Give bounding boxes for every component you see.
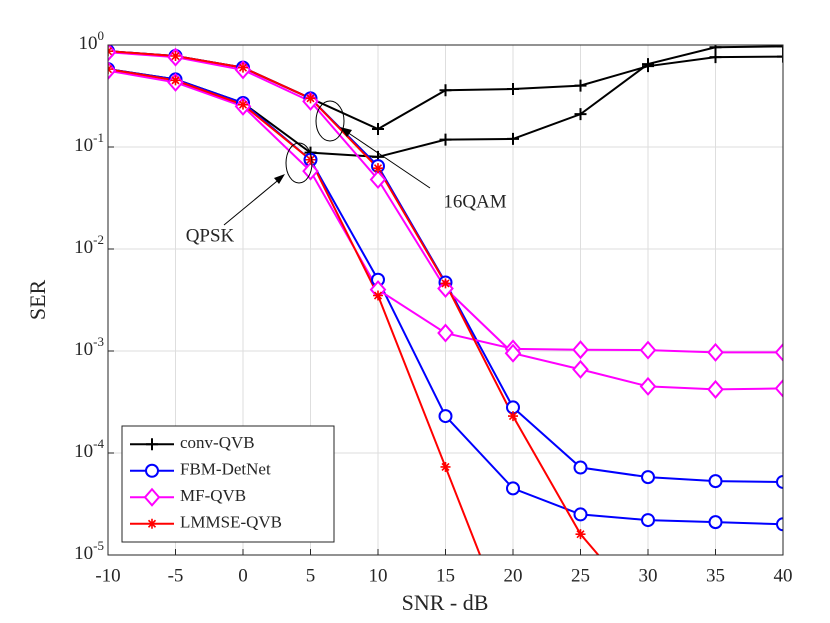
marker (147, 518, 157, 529)
x-tick-label: 35 (706, 565, 725, 586)
marker (305, 93, 316, 104)
marker (574, 79, 587, 92)
qpsk-arrow-head (274, 174, 285, 184)
marker (508, 411, 518, 422)
16qam-arrow-head (340, 127, 352, 137)
y-tick-label: 10-1 (74, 130, 104, 156)
x-tick-label: 10 (369, 565, 388, 586)
marker (575, 529, 586, 540)
marker (642, 60, 654, 73)
legend-label: LMMSE-QVB (180, 513, 282, 532)
marker (709, 51, 722, 64)
marker (439, 133, 452, 146)
16qam-arrow (343, 129, 431, 189)
marker (777, 50, 783, 63)
marker (373, 290, 383, 301)
marker (707, 342, 724, 362)
marker (776, 517, 783, 532)
marker (440, 278, 451, 289)
x-tick-label: 30 (639, 565, 658, 586)
x-axis-label: SNR - dB (402, 590, 489, 615)
legend-label: conv-QVB (180, 433, 255, 452)
marker (146, 438, 158, 451)
x-tick-label: 15 (436, 565, 455, 586)
marker (170, 75, 181, 86)
marker (639, 376, 657, 396)
marker (373, 163, 383, 174)
legend-label: FBM-DetNet (180, 460, 271, 479)
legend-label: MF-QVB (180, 486, 246, 505)
x-tick-label: 25 (571, 565, 590, 586)
marker (573, 460, 588, 475)
x-tick-label: 40 (774, 565, 793, 586)
marker (238, 62, 248, 73)
marker (643, 608, 653, 618)
x-tick-label: 20 (504, 565, 523, 586)
marker (238, 99, 248, 110)
marker (777, 45, 783, 53)
marker (639, 340, 657, 360)
y-tick-label: 100 (79, 28, 105, 54)
y-tick-label: 10-3 (74, 334, 104, 360)
y-tick-label: 10-2 (74, 232, 104, 258)
marker (170, 51, 181, 62)
marker (641, 513, 655, 528)
qpsk-ellipse (285, 142, 313, 184)
y-tick-label: 10-4 (74, 436, 104, 462)
marker (145, 463, 159, 478)
marker (708, 474, 723, 489)
annotation: 16QAM (443, 191, 506, 212)
marker (437, 278, 454, 299)
x-tick-label: 0 (238, 565, 248, 586)
marker (708, 515, 723, 530)
marker (641, 470, 655, 485)
16qam-ellipse (315, 100, 345, 142)
x-tick-label: 5 (306, 565, 316, 586)
marker (369, 169, 387, 190)
marker (776, 474, 783, 489)
marker (438, 409, 453, 424)
y-tick-label: 10-5 (74, 538, 104, 564)
qpsk-arrow (223, 176, 283, 226)
marker (507, 83, 519, 96)
y-axis-label: SER (25, 280, 50, 321)
marker (572, 340, 589, 360)
marker (774, 342, 783, 362)
marker (506, 481, 520, 496)
marker (440, 461, 451, 472)
marker (504, 343, 522, 363)
annotation: QPSK (186, 225, 235, 246)
marker (574, 108, 587, 121)
marker (437, 323, 454, 343)
marker (774, 378, 783, 398)
marker (573, 507, 588, 522)
x-tick-label: -10 (95, 565, 120, 586)
marker (372, 123, 384, 136)
marker (143, 487, 161, 507)
marker (572, 359, 589, 379)
marker (305, 154, 316, 165)
marker (507, 132, 519, 145)
legend-box (121, 425, 335, 543)
marker (439, 84, 452, 97)
marker (707, 379, 724, 399)
x-tick-label: -5 (168, 565, 184, 586)
